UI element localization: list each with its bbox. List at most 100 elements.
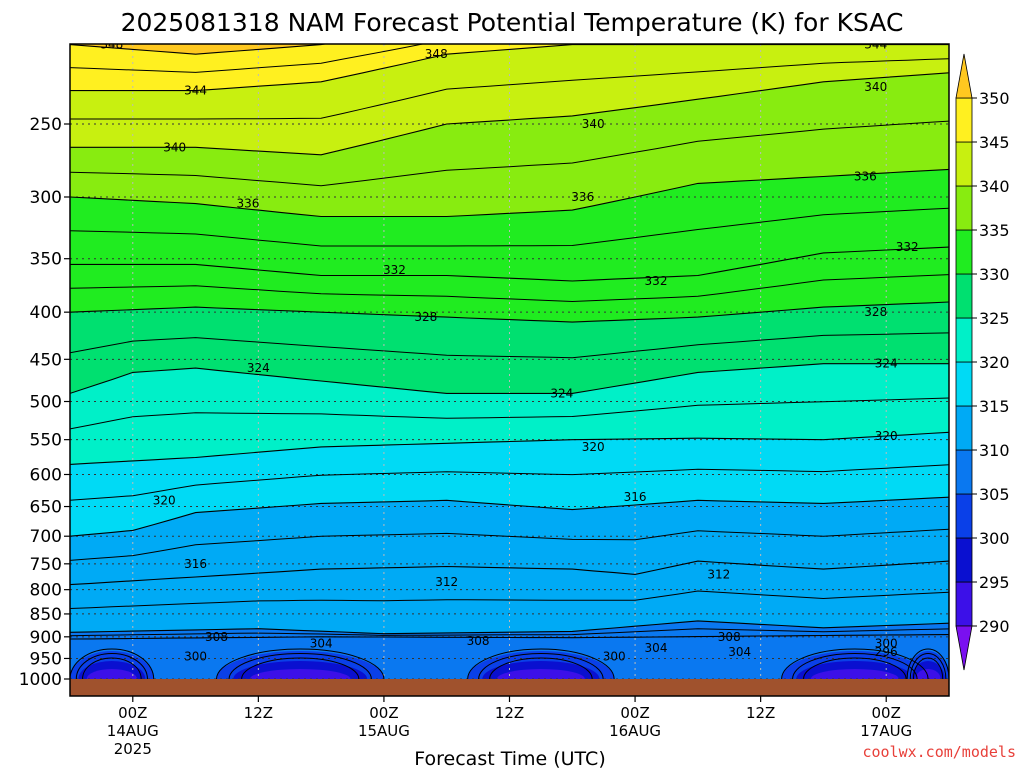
contour-label-332: 332 [896,240,919,254]
contour-minor [70,628,949,637]
y-tick-label: 300 [30,188,62,208]
colorbar-swatch [955,581,973,627]
y-tick-label: 550 [30,431,62,451]
colorbar-label: 350 [979,89,1010,108]
x-tick-date: 16AUG [609,722,661,740]
x-tick-label: 00Z [369,704,398,722]
colorbar-label: 345 [979,133,1010,152]
colorbar-swatch [955,273,973,319]
contour-label-320: 320 [582,440,605,454]
colorbar-label: 295 [979,573,1010,592]
contour-label-304: 304 [310,636,333,650]
chart-title: 2025081318 NAM Forecast Potential Temper… [121,8,904,37]
x-tick-date: 14AUG [107,722,159,740]
y-tick-label: 350 [30,250,62,270]
colorbar-label: 340 [979,177,1010,196]
y-axis: 250 300 350 400 450 500 550 600 650 700 750 800 850 9… [19,115,70,690]
contour-label-336: 336 [571,190,594,204]
colorbar-max-arrow [955,53,973,99]
contour-minor [70,464,949,501]
contour-328 [70,301,949,323]
colorbar-label: 310 [979,441,1010,460]
y-tick-label: 450 [30,350,62,370]
grid-lines [70,44,949,696]
y-tick-label: 400 [30,303,62,323]
x-tick-label: 00Z [118,704,147,722]
y-tick-label: 900 [30,628,62,648]
colorbar-label: 335 [979,221,1010,240]
y-tick-label: 750 [30,555,62,575]
contour-label-300: 300 [603,649,626,663]
contour-minor [70,274,949,303]
y-tick-label: 950 [30,649,62,669]
colorbar-swatch [955,449,973,495]
contour-label-308: 308 [467,634,490,648]
contour-label-308: 308 [205,630,228,644]
contour-label-340: 340 [163,140,186,154]
contour-label-296: 296 [875,645,898,659]
contour-308 [70,620,949,635]
contour-label-304: 304 [728,645,751,659]
contour-minor [70,58,949,120]
colorbar-label: 305 [979,485,1010,504]
contour-minor [70,528,949,561]
colorbar-label: 325 [979,309,1010,328]
colorbar-swatch [955,361,973,407]
contour-label-328: 328 [864,305,887,319]
contour-304 [70,634,949,640]
credit-text[interactable]: coolwx.com/models [862,743,1016,761]
contour-label-320: 320 [153,493,176,507]
y-tick-label: 650 [30,498,62,518]
contour-labels: 348 348 344 344 340 340 340 336 336 336 332 332 332 3… [100,38,919,663]
colorbar-label: 330 [979,265,1010,284]
colorbar-swatch [955,185,973,231]
contour-label-336: 336 [236,197,259,211]
contour-minor [70,44,426,73]
contour-label-300: 300 [184,649,207,663]
contour-332 [70,246,949,282]
contour-label-344: 344 [864,38,887,52]
colorbar-swatch [955,493,973,539]
contour-label-332: 332 [645,274,668,288]
contour-label-340: 340 [864,80,887,94]
x-axis-label: Forecast Time (UTC) [414,748,605,768]
x-tick-year: 2025 [114,740,152,758]
contour-label-312: 312 [707,567,730,581]
colorbar-label: 320 [979,353,1010,372]
contour-label-324: 324 [247,361,270,375]
x-tick-label: 00Z [620,704,649,722]
contour-label-324: 324 [875,357,898,371]
ground-surface [70,679,949,696]
contour-312 [70,560,949,586]
color-fill-bands [70,44,949,696]
contour-label-312: 312 [435,575,458,589]
x-tick-date: 17AUG [860,722,912,740]
colorbar-swatch [955,229,973,275]
contour-316 [70,496,949,537]
contour-minor [70,590,949,609]
contour-label-316: 316 [184,557,207,571]
colorbar-label: 300 [979,529,1010,548]
contour-minor [70,397,949,430]
colorbar-swatch [955,317,973,363]
x-tick-label: 12Z [746,704,775,722]
contour-label-348: 348 [100,38,123,52]
colorbar-label: 290 [979,617,1010,636]
contour-label-300: 300 [875,636,898,650]
contour-minor [70,332,949,359]
contour-340 [70,72,949,156]
contour-label-316: 316 [624,490,647,504]
contour-minor [70,120,949,187]
y-tick-label: 800 [30,581,62,601]
colorbar-min-arrow [955,625,973,671]
contour-label-308: 308 [718,630,741,644]
y-tick-label: 1000 [19,670,62,690]
y-tick-label: 500 [30,393,62,413]
x-tick-label: 12Z [495,704,524,722]
contour-336 [70,168,949,218]
contour-minor [70,207,949,247]
colorbar-swatch [955,537,973,583]
colorbar-label: 315 [979,397,1010,416]
